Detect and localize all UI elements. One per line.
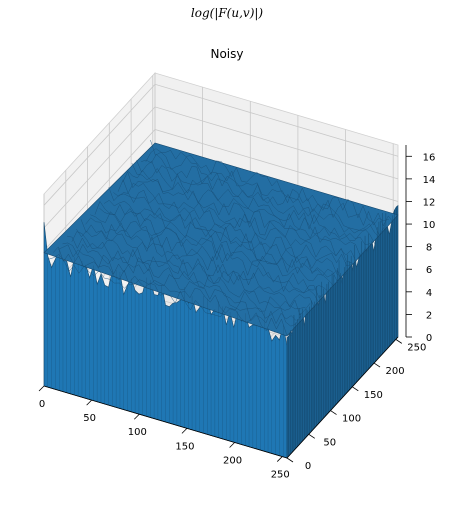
y-axis-line	[286, 336, 399, 459]
y-tick-label-0: 0	[305, 461, 311, 472]
surface-top-line-6	[71, 231, 316, 309]
x-tick-4	[229, 442, 235, 448]
axes-title: Noisy	[210, 47, 244, 61]
z-tick-label-6: 12	[423, 197, 436, 208]
z-tick-label-0: 0	[426, 333, 432, 344]
y-tick-1	[308, 433, 315, 439]
surface-top-line-16	[117, 179, 362, 262]
surface-top-line-19	[131, 163, 376, 245]
surface-top-line-2	[53, 246, 297, 325]
y-tick-5	[395, 339, 403, 344]
x-tick-2	[134, 413, 140, 420]
surface-top-line-3	[57, 244, 302, 327]
z-tick-label-5: 10	[423, 220, 436, 231]
x-axis-line	[43, 385, 288, 459]
y-tick-label-4: 200	[386, 366, 405, 377]
surface-top-line-22	[145, 148, 389, 227]
z-tick-label-4: 8	[426, 243, 432, 254]
x-tick-5	[276, 456, 283, 462]
surface-top-line-8	[80, 219, 325, 298]
x-tick-3	[181, 428, 188, 434]
z-tick-label-3: 6	[426, 265, 432, 276]
surface-top-line-18	[127, 169, 371, 246]
figure-suptitle: log(|F(u,v)|)	[190, 6, 264, 20]
surface-top-line-4	[62, 242, 306, 312]
surface-top-line-23	[150, 139, 394, 227]
z-tick-label-1: 2	[426, 310, 432, 321]
y-tick-label-5: 250	[407, 342, 426, 353]
surface-top-line-13	[103, 199, 348, 278]
surface-top-line-10	[90, 211, 334, 286]
z-tick-label-7: 14	[423, 175, 436, 186]
y-tick-0	[286, 457, 294, 463]
y-tick-label-3: 150	[364, 390, 383, 401]
surface-top-line-12	[99, 203, 343, 285]
surface-top-line-1	[48, 254, 292, 336]
surface-top-line-7	[76, 228, 320, 305]
surface-top-line-11	[94, 200, 339, 284]
y-tick-2	[330, 410, 337, 415]
y-tick-label-2: 100	[342, 414, 361, 425]
y-tick-3	[352, 386, 359, 392]
surface-top-line-15	[113, 189, 357, 267]
x-tick-1	[86, 399, 92, 406]
surface-top-line-21	[141, 153, 385, 236]
x-tick-label-0: 0	[39, 399, 45, 410]
x-tick-label-1: 50	[83, 413, 96, 424]
x-tick-label-4: 200	[223, 455, 242, 466]
x-tick-label-5: 250	[271, 470, 290, 481]
surface-top-line-9	[85, 217, 329, 293]
x-tick-label-3: 150	[175, 441, 194, 452]
surface-top-line-20	[136, 160, 380, 238]
surface-top-line-14	[108, 187, 352, 267]
z-tick-label-2: 4	[426, 288, 432, 299]
surface-top-line-5	[67, 235, 311, 316]
y-tick-4	[373, 362, 381, 368]
x-tick-0	[38, 385, 45, 392]
surface-top-line-17	[122, 171, 366, 258]
x-tick-label-2: 100	[128, 427, 147, 438]
z-tick-label-8: 16	[423, 152, 436, 163]
y-tick-label-1: 50	[323, 437, 336, 448]
